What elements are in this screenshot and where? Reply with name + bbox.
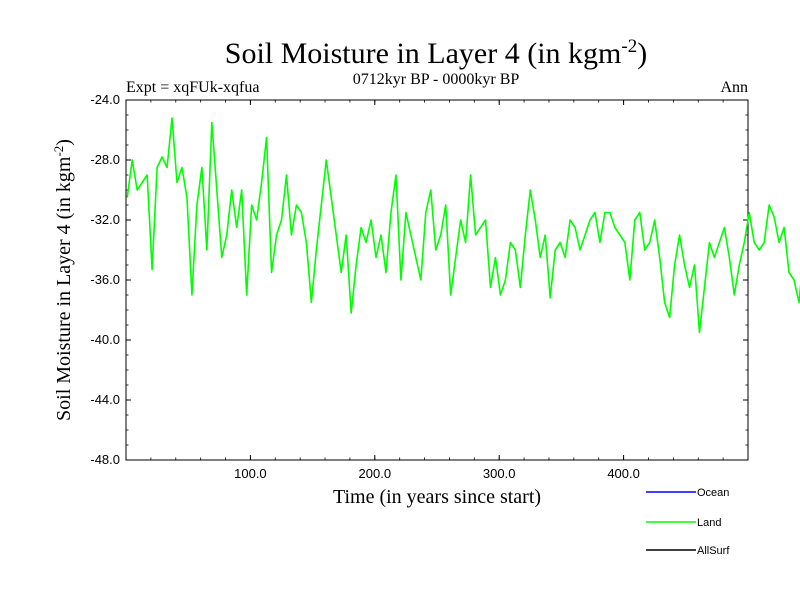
y-axis-label-close: ) xyxy=(53,139,75,146)
x-tick-label: 100.0 xyxy=(234,466,267,481)
chart-title-sup: -2 xyxy=(621,36,637,57)
x-axis-label: Time (in years since start) xyxy=(333,486,541,508)
series-line-land xyxy=(126,117,800,334)
x-tick-label: 200.0 xyxy=(359,466,392,481)
legend-label-land: Land xyxy=(697,517,721,529)
x-tick-label: 400.0 xyxy=(607,466,640,481)
x-axis-ticks: 100.0 200.0 300.0 400.0 xyxy=(125,100,749,481)
season-label: Ann xyxy=(720,79,748,96)
legend-label-allsurf: AllSurf xyxy=(697,545,730,557)
y-tick-label: -32.0 xyxy=(90,212,120,227)
legend: Ocean Land AllSurf xyxy=(646,487,730,557)
chart-title-close: ) xyxy=(637,37,647,70)
chart-title: Soil Moisture in Layer 4 (in kgm-2) xyxy=(225,36,647,70)
y-axis-label-main: Soil Moisture in Layer 4 (in kgm xyxy=(53,156,75,421)
chart-title-main: Soil Moisture in Layer 4 (in kgm xyxy=(225,37,622,70)
y-tick-label: -36.0 xyxy=(90,272,120,287)
x-tick-label: 300.0 xyxy=(483,466,516,481)
plot-frame xyxy=(125,99,749,461)
y-tick-label: -48.0 xyxy=(90,452,120,467)
y-axis-label-sup: -2 xyxy=(51,146,66,157)
y-tick-label: -44.0 xyxy=(90,392,120,407)
y-tick-label: -28.0 xyxy=(90,152,120,167)
legend-label-ocean: Ocean xyxy=(697,487,729,499)
y-tick-label: -24.0 xyxy=(90,92,120,107)
y-axis-label: Soil Moisture in Layer 4 (in kgm-2) xyxy=(51,139,75,421)
y-axis-ticks: -24.0 -28.0 -32.0 -36.0 -40.0 -44.0 -48.0 xyxy=(90,92,748,467)
period-label: 0712kyr BP - 0000kyr BP xyxy=(353,71,520,88)
y-tick-label: -40.0 xyxy=(90,332,120,347)
series-layer xyxy=(126,117,800,334)
experiment-label: Expt = xqFUk-xqfua xyxy=(126,79,259,96)
